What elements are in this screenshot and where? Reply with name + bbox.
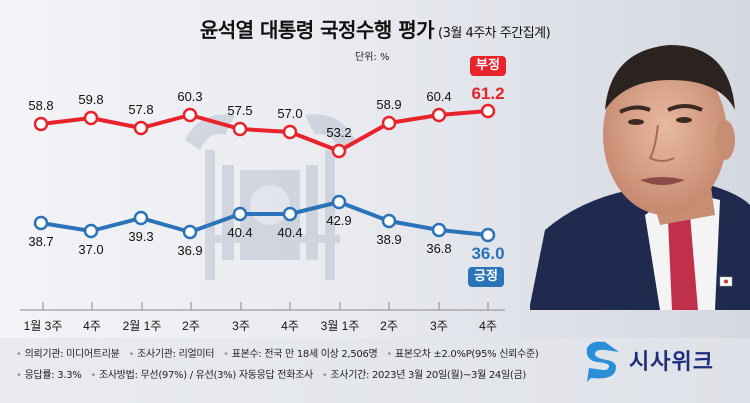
- svg-text:3월 1주: 3월 1주: [321, 319, 360, 333]
- svg-text:36.9: 36.9: [177, 243, 202, 258]
- svg-text:39.3: 39.3: [128, 229, 153, 244]
- negative-value-labels: 58.8 59.8 57.8 60.3 57.5 57.0 53.2 58.9 …: [28, 84, 504, 140]
- negative-legend-badge: 부정: [470, 56, 506, 76]
- svg-text:40.4: 40.4: [277, 225, 302, 240]
- positive-series-points: [33, 194, 496, 243]
- president-photo: [520, 40, 750, 310]
- s-logo-icon: [586, 341, 619, 382]
- emblem-watermark: [185, 114, 355, 280]
- svg-text:2주: 2주: [182, 319, 200, 333]
- svg-text:4주: 4주: [83, 319, 101, 333]
- footer-sample: 표본수: 전국 만 18세 이상 2,506명: [231, 349, 378, 360]
- svg-text:57.0: 57.0: [277, 106, 302, 121]
- svg-text:60.3: 60.3: [177, 89, 202, 104]
- svg-text:3주: 3주: [232, 319, 250, 333]
- svg-text:2월 1주: 2월 1주: [123, 319, 162, 333]
- footer-method: 조사방법: 무선(97%) / 유선(3%) 자동응답 전화조사: [98, 370, 313, 381]
- svg-text:4주: 4주: [281, 319, 299, 333]
- footer-client: 의뢰기관: 미디어트리뷴: [24, 349, 120, 360]
- svg-text:58.8: 58.8: [28, 98, 53, 113]
- title-subtitle: (3월 4주차 주간집계): [438, 26, 551, 41]
- svg-text:58.9: 58.9: [376, 97, 401, 112]
- logo-text: 시사위크: [629, 350, 714, 375]
- svg-text:4주: 4주: [479, 319, 497, 333]
- page-title: 윤석열 대통령 국정수행 평가 (3월 4주차 주간집계): [0, 14, 750, 43]
- x-axis-ticks: [42, 302, 489, 310]
- footer-line-1: • 의뢰기관: 미디어트리뷴 • 조사기관: 리얼미터 • 표본수: 전국 만 18세…: [16, 349, 539, 360]
- footer-response-rate: 응답률: 3.3%: [24, 370, 82, 381]
- svg-text:53.2: 53.2: [326, 125, 351, 140]
- survey-footer: • 의뢰기관: 미디어트리뷴 • 조사기관: 리얼미터 • 표본수: 전국 만 18세…: [0, 338, 750, 403]
- unit-label: 단위: %: [355, 52, 390, 63]
- svg-text:36.8: 36.8: [426, 241, 451, 256]
- svg-text:38.7: 38.7: [28, 234, 53, 249]
- svg-text:36.0: 36.0: [471, 244, 504, 263]
- svg-text:1월 3주: 1월 3주: [24, 319, 63, 333]
- svg-text:57.8: 57.8: [128, 102, 153, 117]
- svg-text:60.4: 60.4: [426, 89, 451, 104]
- svg-text:59.8: 59.8: [78, 92, 103, 107]
- svg-text:42.9: 42.9: [326, 213, 351, 228]
- svg-text:61.2: 61.2: [471, 84, 504, 103]
- positive-value-labels: 38.7 37.0 39.3 36.9 40.4 40.4 42.9 38.9 …: [28, 213, 504, 263]
- positive-legend-badge: 긍정: [468, 267, 504, 287]
- footer-period: 조사기간: 2023년 3월 20일(월)~3월 24일(금): [330, 370, 526, 381]
- title-main: 윤석열 대통령 국정수행 평가: [199, 18, 435, 42]
- x-axis-labels: 1월 3주 4주 2월 1주 2주 3주 4주 3월 1주 2주 3주 4주: [24, 319, 497, 333]
- footer-line-2: • 응답률: 3.3% • 조사방법: 무선(97%) / 유선(3%) 자동응답 …: [16, 370, 526, 381]
- publisher-logo: 시사위크: [583, 338, 714, 382]
- footer-agency: 조사기관: 리얼미터: [137, 349, 215, 360]
- svg-text:57.5: 57.5: [227, 103, 252, 118]
- negative-series-line: [40, 109, 489, 153]
- negative-series-points: [33, 103, 496, 159]
- svg-text:38.9: 38.9: [376, 232, 401, 247]
- svg-text:2주: 2주: [380, 319, 398, 333]
- svg-text:37.0: 37.0: [78, 242, 103, 257]
- positive-series-line: [40, 200, 489, 237]
- footer-error: 표본오차 ±2.0%P(95% 신뢰수준): [394, 349, 539, 360]
- svg-text:3주: 3주: [430, 319, 448, 333]
- line-chart: 58.8 59.8 57.8 60.3 57.5 57.0 53.2 58.9 …: [20, 84, 505, 333]
- svg-text:40.4: 40.4: [227, 225, 252, 240]
